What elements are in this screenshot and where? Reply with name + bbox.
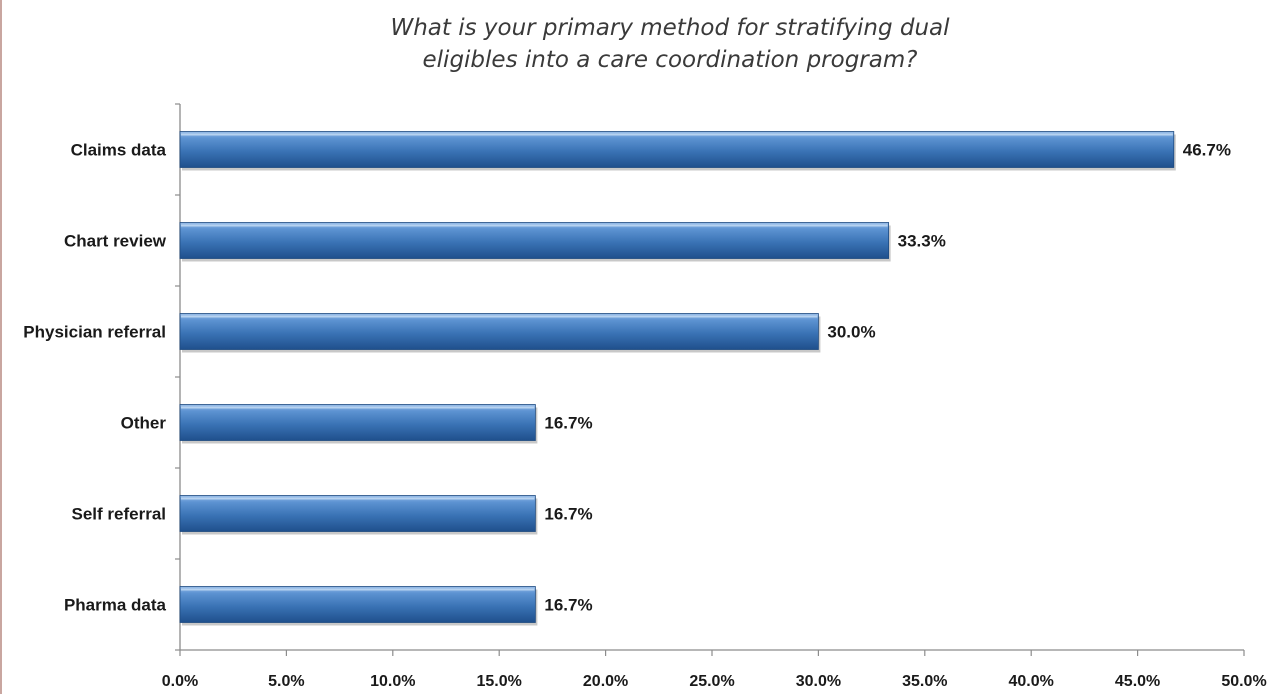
category-label: Claims data (71, 141, 167, 160)
x-tick-label: 0.0% (162, 673, 198, 690)
x-tick-label: 25.0% (689, 673, 734, 690)
chart-title-line-1: What is your primary method for stratify… (390, 15, 950, 41)
x-tick-label: 40.0% (1009, 673, 1054, 690)
data-label: 46.7% (1183, 141, 1231, 160)
data-label: 30.0% (827, 323, 875, 342)
data-label: 16.7% (544, 596, 592, 615)
x-tick-label: 10.0% (370, 673, 415, 690)
data-label: 16.7% (544, 505, 592, 524)
x-tick-label: 35.0% (902, 673, 947, 690)
bar (179, 495, 536, 532)
labels: 0.0% 5.0% 10.0% 15.0% 20.0% 25.0% 30.0% 35.0% 40… (23, 141, 1266, 691)
data-label: 33.3% (898, 232, 946, 251)
x-tick-label: 30.0% (796, 673, 841, 690)
bar (179, 313, 819, 350)
left-border-rule (0, 0, 2, 694)
x-tick-label: 20.0% (583, 673, 628, 690)
x-tick-label: 45.0% (1115, 673, 1160, 690)
category-label: Pharma data (64, 596, 167, 615)
category-label: Physician referral (23, 323, 166, 342)
x-tick-label: 50.0% (1221, 673, 1266, 690)
bars (179, 131, 1176, 626)
category-label: Self referral (72, 505, 167, 524)
x-tick-label: 5.0% (268, 673, 304, 690)
bar (179, 131, 1175, 168)
data-label: 16.7% (544, 414, 592, 433)
x-tick-label: 15.0% (477, 673, 522, 690)
bar (179, 586, 536, 623)
category-label: Other (121, 414, 167, 433)
category-label: Chart review (64, 232, 167, 251)
axes (175, 103, 1245, 656)
chart-title: What is your primary method for stratify… (300, 12, 1040, 76)
chart-title-line-2: eligibles into a care coordination progr… (422, 47, 918, 73)
bar (179, 222, 890, 259)
bar (179, 404, 536, 441)
